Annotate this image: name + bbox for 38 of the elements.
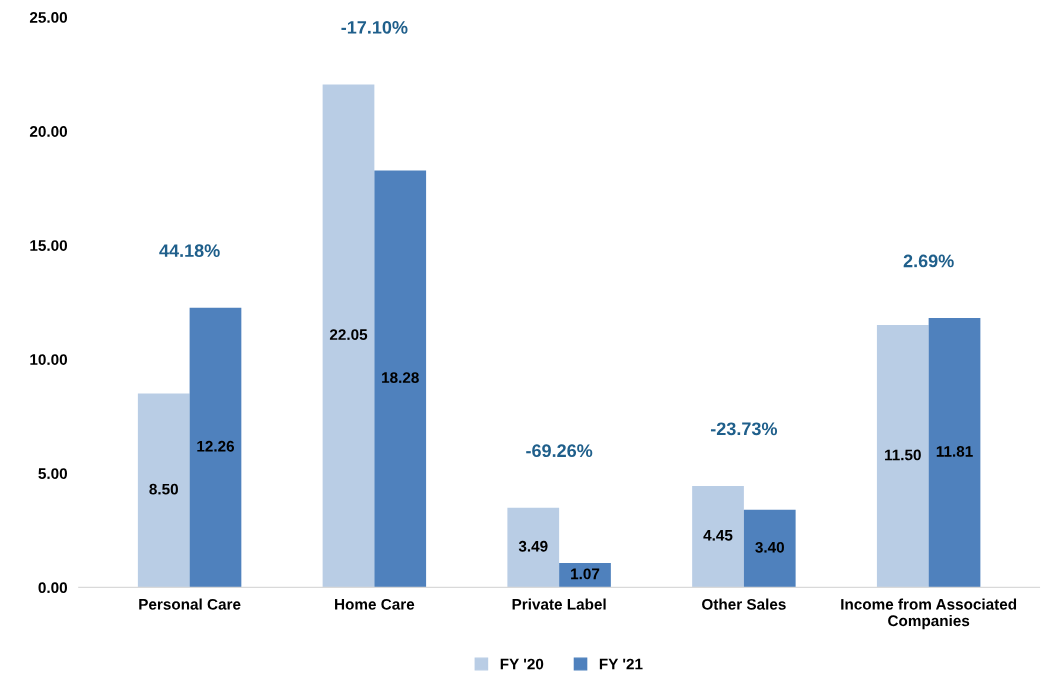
annotation: 44.18% (159, 244, 220, 258)
data-label: 1.07 (571, 568, 600, 580)
data-label: 11.50 (885, 449, 921, 461)
data-label: 22.05 (329, 329, 368, 341)
x-tick-label: Private Label (512, 598, 606, 610)
y-tick-label: 20.00 (29, 126, 68, 137)
bar (928, 318, 981, 588)
bar (743, 509, 796, 588)
bar (692, 485, 744, 588)
annotation: -23.73% (710, 422, 778, 436)
bar (876, 325, 929, 588)
y-tick-label: 5.00 (38, 468, 68, 480)
x-tick-label: Income from Associated Companies (841, 598, 1017, 630)
x-tick-label: Personal Care (139, 598, 241, 610)
data-label: 12.26 (197, 440, 235, 452)
data-label: 18.28 (382, 372, 419, 384)
bar (507, 507, 560, 588)
legend-label: FY '21 (599, 658, 643, 670)
y-tick-label: 15.00 (30, 240, 68, 251)
bar (559, 562, 611, 588)
annotation: -17.10% (341, 20, 408, 34)
x-tick-label: Other Sales (702, 598, 786, 610)
y-tick-label: 10.00 (30, 354, 68, 365)
bar (189, 307, 242, 588)
annotation: -69.26% (526, 444, 593, 458)
x-tick-label: Home Care (335, 598, 415, 610)
annotation: 2.69% (903, 254, 954, 268)
data-label: 3.40 (755, 541, 784, 553)
bar (374, 170, 427, 588)
data-label: 3.49 (518, 540, 548, 552)
y-tick-label: 0.00 (38, 582, 68, 594)
bar (137, 393, 190, 588)
data-label: 4.45 (703, 530, 733, 541)
legend-label: FY '20 (500, 658, 544, 670)
data-label: 8.50 (149, 483, 178, 495)
y-tick-label: 25.00 (29, 12, 68, 23)
bar (322, 84, 375, 588)
data-label: 11.81 (936, 445, 973, 457)
